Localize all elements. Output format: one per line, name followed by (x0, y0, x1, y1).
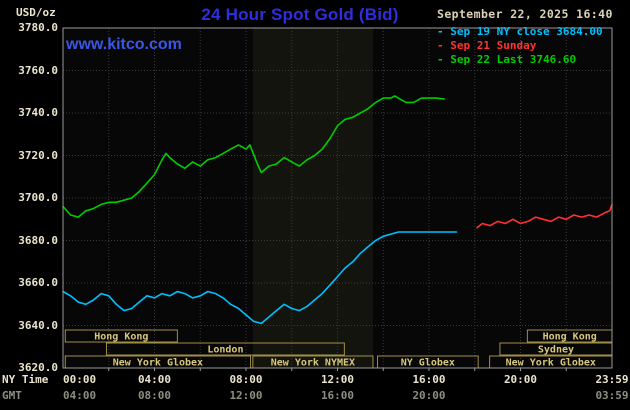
plot-border (62, 27, 613, 369)
x-axis-label-gmt: 03:59 (595, 389, 629, 402)
series-sep21-line (476, 203, 613, 229)
x-axis-label-ny: 08:00 (229, 373, 263, 386)
legend-item: - Sep 19 NY close 3684.00 (437, 25, 603, 39)
gmt-axis-caption: GMT (2, 389, 22, 402)
kitco-website-link[interactable]: www.kitco.com (66, 36, 182, 53)
chart-title: 24 Hour Spot Gold (Bid) (201, 5, 399, 24)
legend-label: Sep 22 Last 3746.60 (450, 53, 577, 66)
y-axis-label: 3740.0 (18, 106, 58, 119)
x-axis-label-ny: 12:00 (320, 373, 355, 386)
x-axis-label-ny: 20:00 (503, 373, 538, 386)
y-axis-label: 3660.0 (18, 276, 58, 289)
series-sep19-line (62, 231, 458, 325)
session-label: Hong Kong (543, 332, 597, 343)
legend: - Sep 19 NY close 3684.00- Sep 21 Sunday… (437, 25, 603, 67)
x-axis-label-gmt: 08:00 (137, 389, 172, 402)
x-axis-label-ny: 04:00 (137, 373, 172, 386)
y-axis-label: 3620.0 (18, 361, 58, 374)
y-axis-label: 3780.0 (18, 21, 58, 34)
session-label: Hong Kong (94, 332, 148, 343)
x-axis-label-gmt: 12:00 (229, 389, 263, 402)
y-axis-label: 3680.0 (18, 233, 58, 247)
y-axis-label: 3720.0 (18, 148, 58, 162)
session-box (64, 329, 178, 343)
y-axis-label: 3640.0 (18, 318, 58, 332)
x-axis-label-ny: 00:00 (63, 373, 97, 386)
legend-item: - Sep 21 Sunday (437, 39, 603, 53)
x-axis-label-gmt: 04:00 (63, 389, 97, 402)
legend-marker: - (437, 53, 451, 66)
session-label: New York Globex (113, 358, 203, 369)
x-axis-label-ny: 16:00 (412, 373, 446, 386)
series-sep22-line (62, 95, 446, 218)
session-label: London (207, 345, 243, 356)
session-box (105, 342, 345, 356)
y-axis-label: 3700.0 (18, 191, 58, 204)
legend-marker: - (437, 25, 451, 38)
legend-item: - Sep 22 Last 3746.60 (437, 53, 603, 67)
session-label: Sydney (538, 345, 574, 356)
ny-time-axis-caption: NY Time (2, 373, 49, 386)
session-label: New York NYMEX (271, 358, 355, 369)
legend-marker: - (437, 39, 451, 52)
x-axis-label-gmt: 16:00 (320, 389, 355, 402)
y-axis-label: 3760.0 (18, 63, 58, 77)
session-label: NY Globex (401, 358, 455, 369)
datetime-label: September 22, 2025 16:40 (437, 7, 613, 21)
session-label: New York Globex (506, 358, 596, 369)
x-axis-label-ny: 23:59 (595, 373, 629, 386)
legend-label: Sep 19 NY close 3684.00 (450, 25, 603, 38)
y-axis-unit-label: USD/oz (16, 6, 56, 19)
legend-label: Sep 21 Sunday (450, 39, 537, 52)
x-axis-label-gmt: 20:00 (412, 389, 446, 402)
